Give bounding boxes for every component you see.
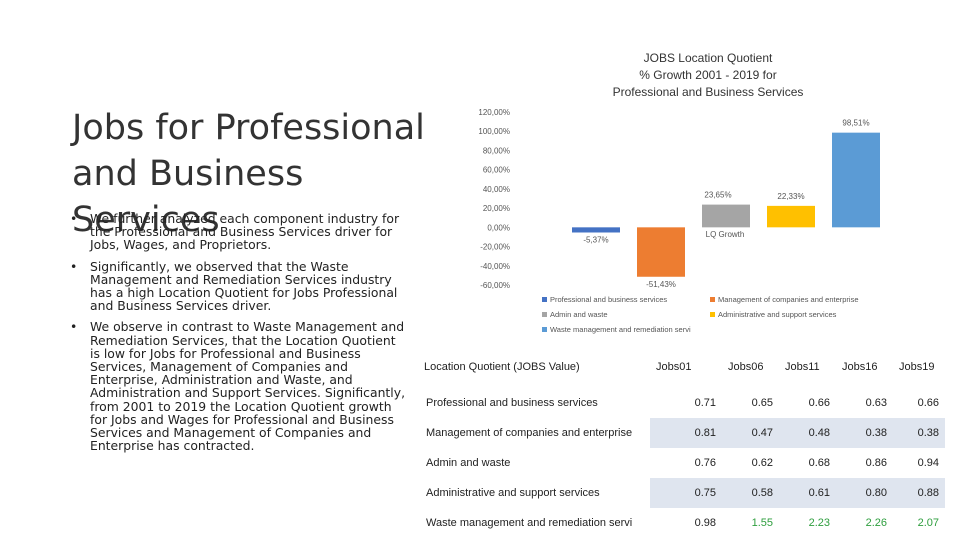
- chart-bars: -5,37% -51,43% 23,65% 22,33% 98,51%: [572, 119, 880, 289]
- bullet-item: • We observe in contrast to Waste Managem…: [68, 320, 408, 452]
- table-cell: 0.76: [694, 457, 716, 469]
- table-header-cell: Jobs11: [779, 347, 836, 388]
- bullet-dot-icon: •: [70, 211, 78, 226]
- bullet-item: • Significantly, we observed that the Was…: [68, 258, 408, 314]
- table-header-cell: Jobs01: [650, 347, 722, 388]
- y-tick-label: 80,00%: [483, 146, 510, 155]
- table-cell: 2.26: [865, 517, 887, 529]
- legend-swatch: [542, 297, 547, 302]
- chart-legend: Professional and business services Manage…: [542, 295, 859, 334]
- table-cell: 0.66: [917, 397, 939, 409]
- table-cell: 0.58: [722, 478, 779, 508]
- axis-label: LQ Growth: [706, 230, 745, 239]
- table-header-cell: Jobs19: [893, 347, 945, 388]
- bullet-dot-icon: •: [70, 258, 78, 274]
- chart-title: JOBS Location Quotient % Growth 2001 - 20…: [613, 51, 804, 99]
- chart-title-line: % Growth 2001 - 2019 for: [639, 68, 776, 82]
- table-cell: 0.61: [779, 478, 836, 508]
- bullet-dot-icon: •: [70, 319, 78, 335]
- table-row: Admin and waste 0.76 0.62 0.68 0.86 0.94: [418, 448, 945, 478]
- bullet-text: We further analyzed each component indus…: [90, 211, 400, 253]
- table-cell: 0.98: [694, 517, 716, 529]
- table-cell: 0.63: [865, 397, 887, 409]
- table-cell: 0.75: [650, 478, 722, 508]
- table-cell: 0.80: [836, 478, 893, 508]
- table-header-row: Location Quotient (JOBS Value) Jobs01 Jo…: [418, 347, 945, 388]
- table-cell: 0.94: [917, 457, 939, 469]
- bullet-text: We observe in contrast to Waste Manageme…: [90, 319, 406, 454]
- table-cell: 0.86: [865, 457, 887, 469]
- lq-growth-chart: JOBS Location Quotient % Growth 2001 - 20…: [478, 51, 880, 334]
- table-cell: 0.62: [751, 457, 773, 469]
- bullet-text: Significantly, we observed that the Wast…: [90, 258, 398, 314]
- table-row-label: Administrative and support services: [418, 478, 650, 508]
- table-row: Management of companies and enterprise 0.…: [418, 418, 945, 448]
- bar: [637, 227, 685, 277]
- table-cell: 0.47: [722, 418, 779, 448]
- table-row-label: Admin and waste: [426, 457, 511, 469]
- bar: [702, 204, 750, 228]
- table-row: Administrative and support services 0.75 0…: [418, 478, 945, 508]
- table-header-cell: Jobs06: [722, 347, 779, 388]
- table-cell: 0.68: [808, 457, 830, 469]
- table-row: Professional and business services 0.71 0.…: [418, 388, 945, 419]
- legend-label: Admin and waste: [550, 310, 608, 319]
- data-label: 22,33%: [777, 192, 804, 201]
- y-tick-label: -40,00%: [480, 262, 510, 271]
- legend-swatch: [542, 327, 547, 332]
- table-cell: 0.38: [836, 418, 893, 448]
- table-cell: 0.38: [893, 418, 945, 448]
- table-header-cell: Location Quotient (JOBS Value): [418, 347, 650, 388]
- table-row-label: Waste management and remediation servi: [426, 517, 633, 529]
- data-label: 98,51%: [842, 119, 869, 128]
- bar: [767, 205, 815, 228]
- y-tick-label: 40,00%: [483, 185, 510, 194]
- chart-y-axis: 120,00% 100,00% 80,00% 60,00% 40,00% 20,00% 0,…: [478, 108, 744, 290]
- table-cell: 2.23: [808, 517, 830, 529]
- table-cell: 0.48: [779, 418, 836, 448]
- y-tick-label: 100,00%: [478, 127, 510, 136]
- table-cell: 2.07: [917, 517, 939, 529]
- table-cell: 0.81: [650, 418, 722, 448]
- table-cell: 0.66: [808, 397, 830, 409]
- legend-label: Management of companies and enterprise: [718, 295, 859, 304]
- slide-title: Jobs for Professional and Business Servi…: [72, 108, 425, 240]
- data-label: -5,37%: [583, 235, 608, 244]
- y-tick-label: 60,00%: [483, 166, 510, 175]
- lq-jobs-table: Location Quotient (JOBS Value) Jobs01 Jo…: [418, 347, 945, 538]
- table-row: Waste management and remediation servi 0.…: [418, 508, 945, 538]
- bar: [572, 227, 620, 233]
- legend-swatch: [710, 312, 715, 317]
- table-cell: 0.88: [893, 478, 945, 508]
- table-row-label: Professional and business services: [426, 397, 598, 409]
- legend-swatch: [710, 297, 715, 302]
- legend-label: Waste management and remediation servi: [550, 325, 691, 334]
- y-tick-label: 120,00%: [478, 108, 510, 117]
- y-tick-label: -20,00%: [480, 243, 510, 252]
- y-tick-label: -60,00%: [480, 281, 510, 290]
- legend-label: Professional and business services: [550, 295, 667, 304]
- table-cell: 0.65: [751, 397, 773, 409]
- data-label: -51,43%: [646, 280, 676, 289]
- chart-title-line: JOBS Location Quotient: [644, 51, 773, 65]
- bullet-item: • We further analyzed each component indu…: [68, 212, 408, 252]
- legend-swatch: [542, 312, 547, 317]
- bar: [832, 132, 880, 228]
- table-cell: 0.71: [694, 397, 716, 409]
- table-header-cell: Jobs16: [836, 347, 893, 388]
- table-row-label: Management of companies and enterprise: [418, 418, 650, 448]
- legend-label: Administrative and support services: [718, 310, 837, 319]
- y-tick-label: 0,00%: [487, 223, 510, 232]
- y-tick-label: 20,00%: [483, 204, 510, 213]
- data-label: 23,65%: [704, 191, 731, 200]
- bullet-list: • We further analyzed each component indu…: [68, 212, 408, 460]
- table-cell: 1.55: [751, 517, 773, 529]
- chart-title-line: Professional and Business Services: [613, 85, 804, 99]
